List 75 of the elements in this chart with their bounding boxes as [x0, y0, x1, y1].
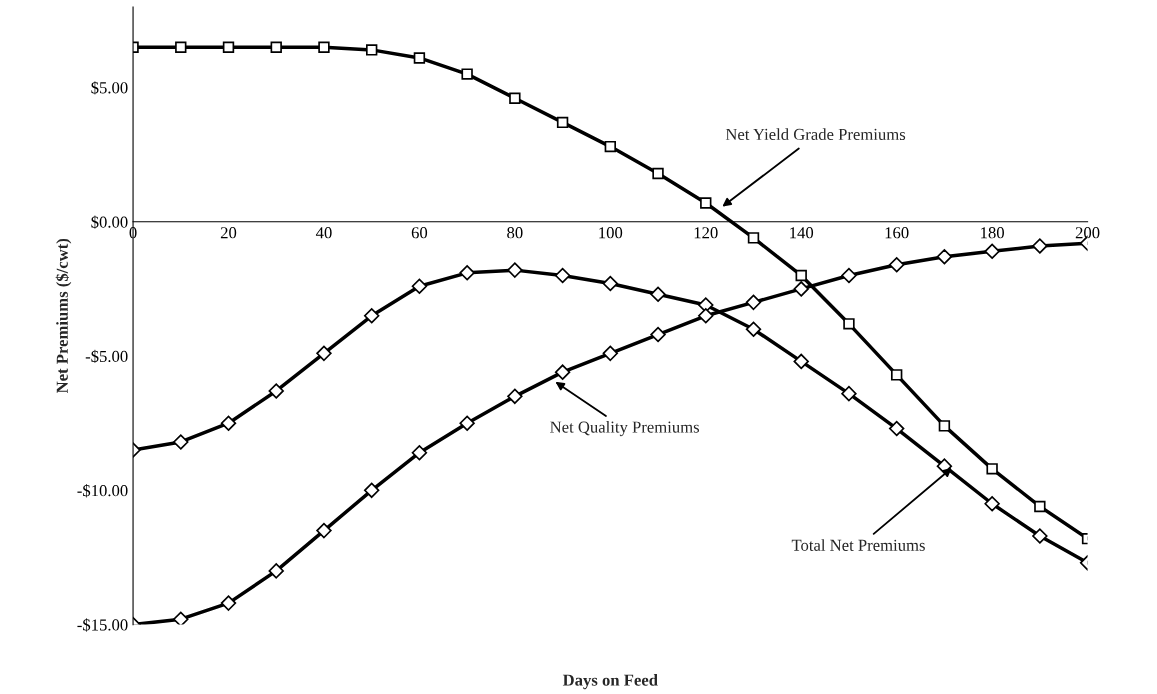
point	[554, 267, 571, 284]
y-tick-label: -$10.00	[77, 484, 128, 498]
point	[602, 275, 619, 292]
y-tick-label: $0.00	[91, 215, 128, 229]
point	[650, 286, 666, 302]
point	[888, 420, 905, 437]
x-tick-label: 160	[885, 227, 909, 239]
y-tick-label: -$15.00	[77, 618, 128, 632]
x-tick-label: 40	[315, 227, 332, 239]
y-tick-label: -$5.00	[85, 349, 128, 364]
point	[700, 197, 712, 209]
point	[936, 248, 953, 265]
point	[220, 415, 237, 431]
point	[890, 369, 903, 381]
x-tick-label: 200	[1075, 227, 1100, 239]
point	[365, 44, 378, 56]
x-tick-label: 120	[694, 227, 718, 239]
point	[984, 496, 1000, 512]
point	[795, 269, 807, 282]
point	[270, 41, 282, 53]
point	[554, 364, 571, 380]
y-axis-title: Net Premiums ($/cwt)	[55, 238, 72, 394]
x-axis-title: Days on Feed	[562, 674, 658, 690]
point	[461, 68, 473, 80]
annotation: Total Net Premiums	[791, 539, 925, 551]
point	[556, 116, 569, 129]
point	[1032, 528, 1048, 544]
annotation: Net Quality Premiums	[550, 420, 700, 437]
point	[938, 420, 951, 432]
point	[316, 345, 332, 362]
point	[652, 167, 664, 180]
point	[1032, 238, 1048, 254]
point	[220, 595, 237, 611]
point	[984, 243, 1000, 260]
point	[793, 353, 809, 370]
point	[888, 257, 905, 273]
point	[459, 415, 475, 431]
point	[316, 522, 332, 539]
point	[841, 267, 857, 284]
point	[175, 41, 187, 53]
point	[459, 265, 475, 281]
x-tick-label: 140	[790, 227, 814, 239]
point	[841, 385, 857, 402]
point	[604, 140, 617, 153]
point	[745, 321, 762, 337]
point	[843, 318, 855, 330]
point	[268, 563, 284, 579]
point	[318, 41, 330, 53]
point	[793, 281, 809, 297]
point	[698, 308, 714, 324]
point	[411, 445, 428, 461]
x-tick-label: 100	[599, 227, 623, 239]
x-tick-label: 80	[507, 227, 523, 239]
point	[745, 294, 762, 311]
annotation: Net Yield Grade Premiums	[725, 128, 906, 141]
point	[747, 232, 760, 244]
point	[413, 52, 426, 64]
point	[363, 308, 380, 324]
point	[650, 326, 666, 343]
point	[1034, 500, 1046, 513]
point	[507, 388, 523, 405]
point	[507, 262, 523, 278]
y-tick-label: $5.00	[91, 81, 128, 95]
point	[173, 434, 189, 450]
x-tick-label: 180	[981, 227, 1004, 239]
point	[509, 92, 521, 104]
point	[602, 345, 619, 362]
point	[173, 611, 189, 625]
x-tick-label: 20	[220, 227, 237, 239]
point	[268, 383, 284, 399]
point	[411, 278, 428, 294]
point	[986, 463, 998, 475]
point	[222, 41, 235, 53]
point	[363, 482, 380, 499]
x-tick-label: 60	[411, 227, 428, 239]
